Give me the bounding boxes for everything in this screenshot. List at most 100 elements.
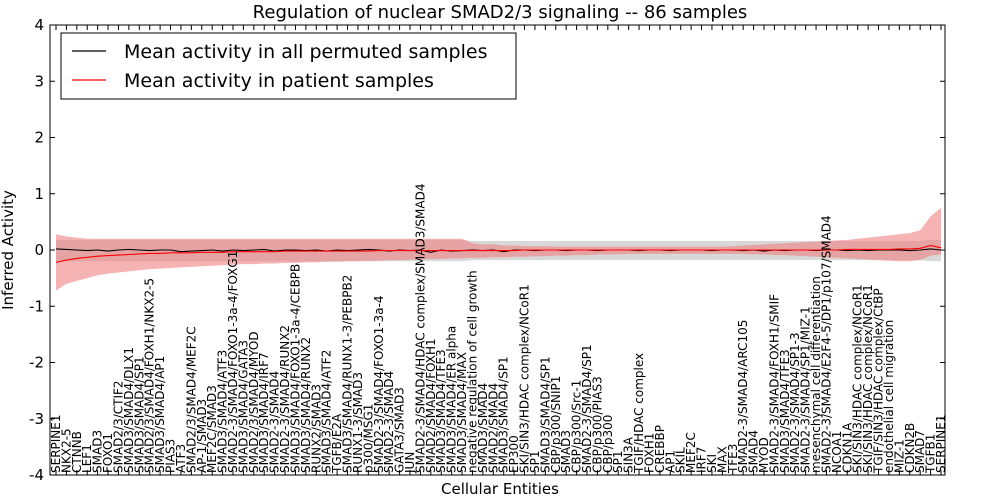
x-tick-label: NCOA1 bbox=[830, 431, 844, 473]
x-tick-label: SMAD2-3/SMAD4/ARC105 bbox=[736, 320, 750, 473]
x-tick-label: FOXO1 bbox=[101, 433, 115, 473]
x-tick-label: MEF2C/SMAD3 bbox=[205, 385, 219, 473]
x-tick-label: IRF7 bbox=[695, 447, 709, 473]
legend-label-permuted: Mean activity in all permuted samples bbox=[124, 41, 487, 63]
y-tick-label: 4 bbox=[34, 16, 44, 34]
y-tick-label: 3 bbox=[34, 72, 44, 90]
x-tick-label: JUN bbox=[403, 452, 417, 474]
x-tick-label: SKI/SIN3/HDAC complex/NCoR1 bbox=[861, 284, 875, 473]
x-tick-label: negative regulation of cell growth bbox=[466, 270, 480, 473]
x-tick-label: SMAD3 bbox=[91, 430, 105, 473]
legend-label-patient: Mean activity in patient samples bbox=[124, 70, 434, 92]
x-tick-label: endothelial cell migration bbox=[882, 320, 896, 473]
x-tick-label: SMAD3/SMAD4/RUNX1-3/PEBPB2 bbox=[341, 275, 355, 473]
legend-box bbox=[60, 32, 517, 100]
x-tick-label: p300/MSG1 bbox=[361, 404, 375, 473]
x-tick-label: SMAD3/SMAD4/AP1 bbox=[153, 356, 167, 473]
series-band-1 bbox=[56, 207, 941, 291]
x-tick-label: PIAS3 bbox=[164, 439, 178, 473]
x-tick-label: SMAD3/SMAD4/DLX1 bbox=[122, 347, 136, 473]
x-tick-label: SMAD2-3/SMAD4 bbox=[268, 371, 282, 473]
x-tick-label: SMAD3/SMAD4/GATA3 bbox=[236, 340, 250, 473]
x-tick-label: SMAD3/SMAD4/RUNX2 bbox=[299, 337, 313, 473]
x-tick-label: MIZ-1 bbox=[892, 439, 906, 473]
x-tick-label: SMAD3/SMAD4/MAX bbox=[455, 352, 469, 473]
x-tick-label: ATF3 bbox=[174, 444, 188, 473]
x-tick-label: mesenchymal cell differentiation bbox=[809, 276, 823, 473]
x-tick-label: SMAD3/SMAD4/IRF7 bbox=[257, 352, 271, 473]
x-tick-label: TGIF/SIN3/HDAC complex/CtBP bbox=[872, 288, 886, 474]
x-tick-label: CBP/p300/Src-1 bbox=[570, 380, 584, 473]
x-tick-label: RUNX1-3/SMAD3 bbox=[351, 372, 365, 473]
x-tick-label: TGFB/E2A bbox=[330, 413, 344, 474]
x-tick-label: SMAD2/SMAD4/FOXH1 bbox=[424, 338, 438, 473]
x-tick-label: SP1 bbox=[611, 450, 625, 473]
x-tick-label: SMAD2-3/SMAD4/HDAC complex/SMAD3/SMAD4 bbox=[413, 184, 427, 473]
x-tick-label: TGFB1 bbox=[924, 434, 938, 474]
chart-title: Regulation of nuclear SMAD2/3 signaling … bbox=[253, 2, 748, 23]
x-tick-label: SMAD2-3/SMAD4/FOXH1/SMIF bbox=[767, 294, 781, 473]
x-tick-label: SMAD2/3/SMAD4/MYOD bbox=[247, 331, 261, 473]
x-tick-label: MEF2C bbox=[684, 432, 698, 473]
legend: Mean activity in all permuted samples Me… bbox=[60, 32, 517, 100]
x-tick-label: SMAD2/SMAD4 bbox=[486, 383, 500, 473]
x-tick-label: SMAD2-3/SMAD4/SP1/MIZ-1 bbox=[799, 306, 813, 473]
x-tick-label: SMAD3/SMAD4/ER alpha bbox=[445, 326, 459, 473]
x-tick-label: SMAD3/SMAD4/ATF2 bbox=[320, 350, 334, 473]
x-tick-label: CTNNB bbox=[70, 431, 84, 473]
x-tick-label: CREBBP bbox=[653, 425, 667, 473]
x-tick-label: SMAD3/SMAD4 bbox=[476, 383, 490, 473]
x-tick-label: SMAD3/SMAD4/SP1 bbox=[132, 356, 146, 473]
x-tick-label: NKX2-5 bbox=[59, 428, 73, 473]
x-tick-label: SKI/SIN3/HDAC complex/NCoR1 bbox=[851, 284, 865, 473]
plot-series bbox=[55, 207, 942, 291]
x-tick-label: SMAD3/SMAD4/ATF3 bbox=[216, 350, 230, 473]
y-tick-label: 0 bbox=[34, 241, 44, 259]
x-tick-label: RUNX2/SMAD3 bbox=[309, 384, 323, 473]
x-tick-label: GATA3/SMAD3 bbox=[393, 387, 407, 473]
x-tick-label: SMAD2-3/SMAD4/RUNX2 bbox=[278, 325, 292, 473]
x-tick-label: CDKN1A bbox=[840, 422, 854, 473]
x-tick-label: SKIL bbox=[674, 447, 688, 473]
x-tick-label: SMAD2-3/SMAD4/FOXO1-3a-4/FOXG1 bbox=[226, 251, 240, 473]
x-tick-label: SMAD2-3/SMAD4/SP1-3 bbox=[788, 332, 802, 473]
y-tick-label: -4 bbox=[29, 466, 44, 484]
x-tick-label: MAX bbox=[715, 446, 729, 473]
x-tick-label: SMAD2-3/SMAD4 bbox=[382, 371, 396, 473]
y-axis-label: Inferred Activity bbox=[0, 190, 17, 310]
y-tick-label: 1 bbox=[34, 185, 44, 203]
x-tick-label: SIN3A bbox=[622, 436, 636, 473]
x-tick-label: LEF1 bbox=[80, 444, 94, 473]
x-tick-label: SERPINE1 bbox=[934, 414, 948, 473]
x-tick-label: SMAD2-3/SMAD4/FOXO1-3a-4 bbox=[372, 295, 386, 473]
x-tick-label: CBP/p300/PIAS3 bbox=[590, 376, 604, 473]
x-tick-label: SMAD2/3/SMAD4/MEF2C bbox=[184, 326, 198, 473]
x-tick-label: CDKN2B bbox=[903, 423, 917, 473]
x-tick-label: SMAD2/3/CTIF2 bbox=[112, 380, 126, 473]
x-tick-label: SKI/SIN3/HDAC complex/NCoR1 bbox=[518, 284, 532, 473]
x-tick-label: AP1 bbox=[663, 450, 677, 473]
x-tick-label: SMAD3/SMAD4/SP1 bbox=[538, 356, 552, 473]
x-tick-label: SMAD2-3/SMAD4/SP1 bbox=[580, 344, 594, 473]
x-tick-label: TFE3 bbox=[726, 444, 740, 474]
x-tick-label: SMAD3/SMAD4/FOXO1-3a-4/CEBPB bbox=[289, 264, 303, 473]
x-tick-label: SMAD3/SMAD4/TFE3 bbox=[434, 349, 448, 473]
series-line-1 bbox=[55, 244, 942, 263]
x-tick-label: SMAD7 bbox=[913, 430, 927, 473]
x-tick-label: SERPINE1 bbox=[49, 414, 63, 473]
x-tick-label: CBP/p300 bbox=[601, 415, 615, 473]
x-tick-label: AP-1/SMAD3 bbox=[195, 399, 209, 473]
x-tick-label: SKI bbox=[705, 454, 719, 473]
x-tick-label: SMAD2-3/SMAD4/E2F4-5/DP1/p107/SMAD4 bbox=[820, 215, 834, 473]
x-tick-label: SMAD4 bbox=[747, 430, 761, 473]
x-axis-label: Cellular Entities bbox=[441, 480, 559, 498]
x-tick-label: SMAD2/3/SMAD4/FOXH1/NKX2-5 bbox=[143, 278, 157, 473]
plot-area: -4-3-2-101234SERPINE1NKX2-5CTNNBLEF1SMAD… bbox=[29, 16, 948, 484]
x-tick-label: SMAD3/SMAD4/TFE3 bbox=[778, 349, 792, 473]
x-tick-label: SMAD3/SMAD4/SP1 bbox=[497, 356, 511, 473]
x-tick-label: SP1 bbox=[528, 450, 542, 473]
y-tick-label: -1 bbox=[29, 297, 44, 315]
y-tick-label: -3 bbox=[29, 410, 44, 428]
y-tick-label: -2 bbox=[29, 354, 44, 372]
